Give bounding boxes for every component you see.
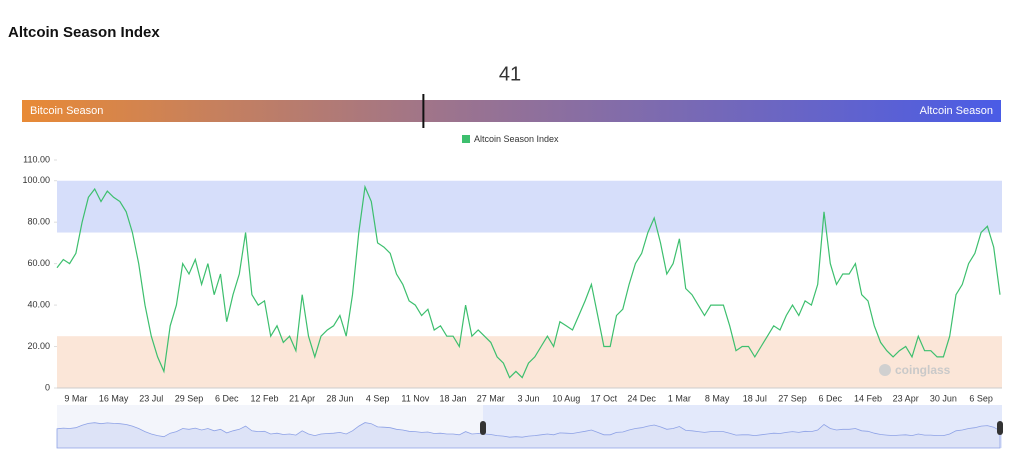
x-tick-label: 10 Aug (552, 393, 580, 403)
x-tick-label: 17 Oct (591, 393, 618, 403)
gauge-bar (22, 100, 1001, 122)
x-tick-label: 6 Dec (819, 393, 843, 403)
gauge-max-label: Altcoin Season (920, 105, 993, 117)
y-tick-label: 0 (45, 382, 50, 392)
navigator-line (56, 422, 1001, 449)
gauge-value: 41 (499, 63, 521, 85)
x-tick-label: 24 Dec (627, 393, 656, 403)
y-tick-label: 20.00 (27, 341, 50, 351)
x-tick-label: 1 Mar (668, 393, 691, 403)
watermark-logo (879, 364, 891, 376)
x-tick-label: 18 Jan (440, 393, 467, 403)
x-tick-label: 23 Jul (139, 393, 163, 403)
page-title: Altcoin Season Index (8, 24, 160, 41)
x-tick-label: 11 Nov (401, 393, 429, 403)
x-tick-label: 16 May (99, 393, 129, 403)
x-tick-label: 27 Mar (477, 393, 505, 403)
x-tick-label: 6 Sep (969, 393, 993, 403)
x-tick-label: 27 Sep (778, 393, 807, 403)
navigator-handle[interactable] (997, 421, 1003, 435)
x-tick-label: 23 Apr (893, 393, 919, 403)
y-tick-label: 80.00 (27, 217, 50, 227)
x-tick-label: 6 Dec (215, 393, 239, 403)
x-tick-label: 12 Feb (250, 393, 278, 403)
y-tick-label: 60.00 (27, 258, 50, 268)
x-tick-label: 30 Jun (930, 393, 957, 403)
x-tick-label: 4 Sep (366, 393, 390, 403)
x-tick-label: 18 Jul (743, 393, 767, 403)
legend-label[interactable]: Altcoin Season Index (474, 134, 559, 144)
watermark: coinglass (895, 363, 951, 377)
x-tick-label: 3 Jun (517, 393, 539, 403)
x-tick-label: 8 May (705, 393, 730, 403)
x-tick-label: 21 Apr (289, 393, 315, 403)
y-tick-label: 110.00 (23, 154, 50, 164)
x-tick-label: 29 Sep (175, 393, 204, 403)
line-series (56, 184, 1001, 379)
navigator-handle[interactable] (480, 421, 486, 435)
y-tick-label: 100.00 (22, 175, 50, 185)
y-tick-label: 40.00 (27, 299, 50, 309)
x-tick-label: 9 Mar (64, 393, 87, 403)
x-tick-label: 28 Jun (326, 393, 353, 403)
x-tick-label: 14 Feb (854, 393, 882, 403)
band (57, 180, 1002, 233)
gauge-min-label: Bitcoin Season (30, 105, 103, 117)
legend-swatch (462, 135, 470, 143)
